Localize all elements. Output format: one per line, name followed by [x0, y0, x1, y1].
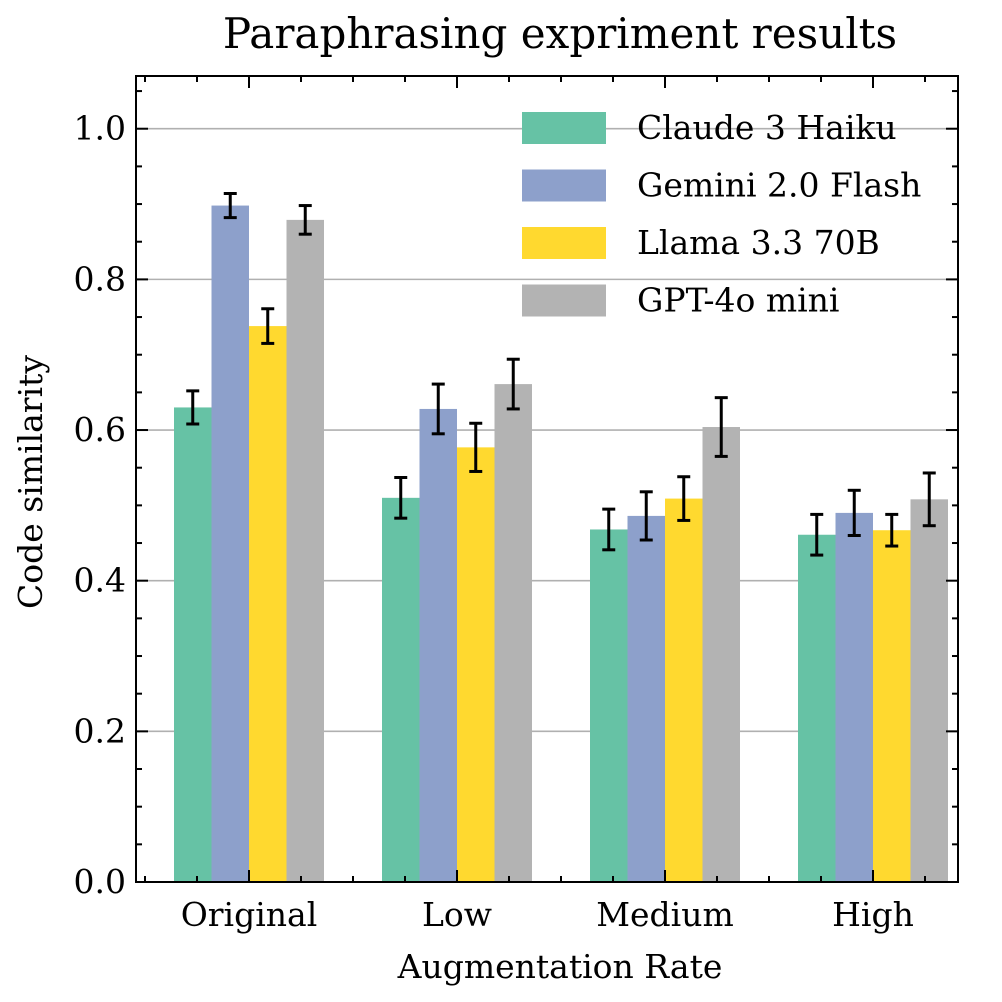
- y-tick-label: 1.0: [74, 109, 126, 148]
- y-tick-label: 0.6: [74, 410, 126, 449]
- bar: [910, 499, 948, 882]
- legend-swatch: [522, 284, 606, 317]
- bar: [457, 447, 495, 882]
- legend-swatch: [522, 169, 606, 202]
- bar: [382, 497, 420, 882]
- legend: Claude 3 Haiku Gemini 2.0 Flash Llama 3.3 …: [522, 108, 921, 320]
- bar: [249, 326, 287, 883]
- bar: [702, 427, 740, 882]
- legend-label: Claude 3 Haiku: [637, 108, 897, 147]
- legend-swatch: [522, 112, 606, 144]
- x-tick-label: Low: [422, 895, 492, 934]
- bar: [286, 219, 324, 883]
- error-bars-layer: [186, 192, 936, 557]
- bar: [873, 530, 911, 882]
- axes-layer: 0.0 0.2 0.4 0.6 0.8 1.0 Original Low Medium High: [74, 75, 959, 934]
- bar: [419, 408, 457, 882]
- bars-layer: [174, 205, 948, 883]
- x-tick-label: Medium: [596, 895, 734, 934]
- x-axis-label: Augmentation Rate: [397, 947, 723, 986]
- x-tick-label: Original: [181, 895, 318, 934]
- legend-swatch: [522, 227, 606, 259]
- y-axis-label: Code similarity: [11, 355, 50, 609]
- y-tick-label: 0.2: [74, 711, 126, 750]
- y-tick-label: 0.4: [74, 561, 126, 600]
- plot-frame: [135, 75, 959, 883]
- legend-label: GPT-4o mini: [637, 281, 839, 320]
- legend-label: Llama 3.3 70B: [637, 223, 880, 262]
- bar: [590, 529, 628, 882]
- chart-title: Paraphrasing expriment results: [223, 9, 897, 58]
- bar: [627, 515, 665, 882]
- bar: [211, 205, 249, 882]
- x-tick-label: High: [832, 895, 914, 934]
- y-tick-label: 0.8: [74, 259, 126, 298]
- y-tick-label: 0.0: [74, 862, 126, 901]
- bar: [494, 384, 532, 882]
- bar: [665, 498, 703, 882]
- bar: [835, 512, 873, 882]
- bar: [174, 407, 212, 882]
- bar: [798, 534, 836, 882]
- legend-label: Gemini 2.0 Flash: [637, 166, 921, 205]
